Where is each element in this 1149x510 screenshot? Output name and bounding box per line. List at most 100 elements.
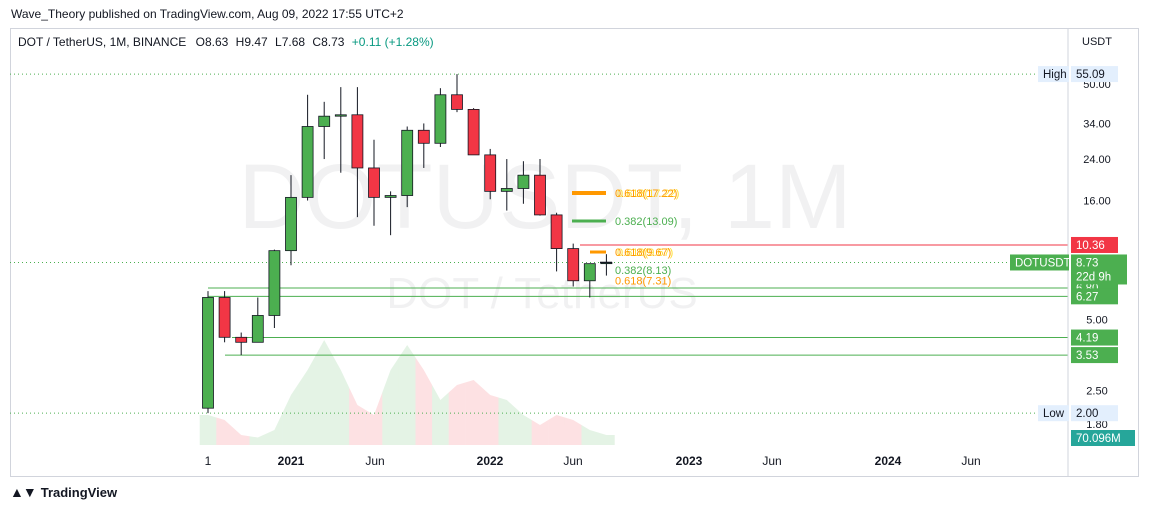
candle-body[interactable] <box>451 94 463 110</box>
fib-label: 0.618(7.31) <box>615 276 671 288</box>
volume-bar <box>598 432 615 445</box>
x-tick-label: Jun <box>762 454 781 468</box>
y-currency-label: USDT <box>1082 36 1112 48</box>
level-price-tag[interactable]: 2.00 <box>1071 405 1118 422</box>
candle-body[interactable] <box>434 94 447 144</box>
candle-body[interactable] <box>202 297 214 409</box>
volume-bar <box>548 415 565 445</box>
footer-brand-text: TradingView <box>40 484 118 500</box>
countdown-text: 22d 9h <box>1076 271 1111 283</box>
candle-body[interactable] <box>334 114 347 117</box>
volume-bar <box>232 427 250 445</box>
candle-body[interactable] <box>251 315 264 343</box>
candle-body[interactable] <box>401 129 414 196</box>
y-tick-label: 16.00 <box>1083 196 1111 208</box>
level-name-tag: Low <box>1038 405 1069 422</box>
level-price-tag[interactable]: 55.09 <box>1071 66 1118 83</box>
y-tick-label: 34.00 <box>1083 118 1111 130</box>
x-tick-label: Jun <box>365 454 384 468</box>
level-price-tag-text: 2.00 <box>1076 408 1098 420</box>
level-price-tag-bg <box>1071 329 1118 346</box>
volume-bar <box>531 420 549 445</box>
fib-text: 0.618(9.67) <box>615 247 671 259</box>
ohlc-change: +0.11 (+1.28%) <box>351 35 434 49</box>
level-price-tag-text: 10.36 <box>1076 240 1105 252</box>
candle-body[interactable] <box>301 126 314 198</box>
level-name-tag: High <box>1038 66 1069 83</box>
candle-body[interactable] <box>351 114 364 169</box>
x-tick-label: 2022 <box>477 454 504 468</box>
candle-body[interactable] <box>583 263 596 282</box>
candle-body[interactable] <box>534 174 546 216</box>
level-price-tag-bg <box>1071 347 1118 364</box>
candle-body[interactable] <box>268 250 281 316</box>
y-tick-label: 1.80 <box>1086 419 1107 431</box>
current-price-bg <box>1071 254 1127 285</box>
candle-body[interactable] <box>550 214 563 249</box>
level-name-bg <box>1038 405 1069 422</box>
level-price-tag-bg <box>1071 66 1118 83</box>
level-price-tag[interactable]: 6.27 <box>1071 288 1118 305</box>
level-price-tag-text: 3.53 <box>1076 350 1098 362</box>
publisher-line: Wave_Theory published on TradingView.com… <box>11 7 404 21</box>
candle-body[interactable] <box>384 195 397 198</box>
level-name-bg <box>1038 66 1069 83</box>
candle-body[interactable] <box>467 109 480 156</box>
level-price-tag[interactable]: 3.53 <box>1071 347 1118 364</box>
volume-bar <box>398 345 416 445</box>
x-tick-label: Jun <box>563 454 582 468</box>
volume-bar <box>199 415 217 445</box>
current-price-tag[interactable]: 8.73 22d 9h <box>1071 254 1127 285</box>
x-tick-label: 2024 <box>875 454 902 468</box>
level-price-tag-text: 4.19 <box>1076 333 1098 345</box>
symbol-tag-text: DOTUSDT <box>1015 257 1071 269</box>
volume-bar <box>498 397 516 445</box>
volume-tag-text: 70.096M <box>1076 433 1121 445</box>
fib-ghost-text: 0.618(17.22) <box>617 188 679 200</box>
candle-body[interactable] <box>218 297 231 338</box>
candle-body[interactable] <box>517 174 530 189</box>
candle-body[interactable] <box>368 167 380 198</box>
x-tick-label: 2023 <box>676 454 703 468</box>
volume-bar <box>564 417 582 445</box>
level-price-tag-bg <box>1071 236 1118 253</box>
candle-body[interactable] <box>285 196 297 252</box>
footer-brand[interactable]: ▲▼ TradingView <box>10 484 117 500</box>
x-tick-label: Jun <box>961 454 980 468</box>
level-name-text: High <box>1043 69 1067 81</box>
fib-text: 0.618(7.31) <box>615 276 671 288</box>
level-price-tag-bg <box>1071 405 1118 422</box>
level-price-tag-bg <box>1071 288 1118 305</box>
level-price-tag-text: 55.09 <box>1076 69 1105 81</box>
chart-frame <box>10 28 1139 477</box>
x-tick-label: 2021 <box>278 454 305 468</box>
candle-body[interactable] <box>318 115 331 127</box>
candle-body[interactable] <box>500 188 513 192</box>
watermark-name: DOT / TetherUS <box>386 269 697 318</box>
volume-bar <box>365 392 383 445</box>
fib-label: 0.382(8.13) <box>615 265 671 277</box>
ohlc-high: H9.47 <box>235 35 268 49</box>
candle-body[interactable] <box>484 154 497 192</box>
fib-label: 0.382(13.09) <box>615 216 677 228</box>
fib-text: 0.382(8.13) <box>615 265 671 277</box>
volume-bar <box>315 340 333 445</box>
volume-bar <box>332 355 350 445</box>
fib-label: 0.618(17.22)0.618(17.22) <box>615 188 679 200</box>
symbol-legend[interactable]: DOT / TetherUS, 1M, BINANCE O8.63 H9.47 … <box>18 35 434 49</box>
level-price-tag[interactable]: 10.36 <box>1071 236 1118 253</box>
fib-text: 0.618(17.22) <box>615 188 677 200</box>
level-price-tag[interactable]: 4.19 <box>1071 329 1118 346</box>
symbol-tag-bg <box>1010 254 1069 271</box>
candle-body[interactable] <box>235 336 248 343</box>
candle-body[interactable] <box>567 248 580 282</box>
tradingview-logo-icon: ▲▼ <box>10 484 37 500</box>
volume-bar <box>349 387 366 445</box>
fib-text: 0.382(13.09) <box>615 216 677 228</box>
volume-bar <box>432 385 449 445</box>
candle-body[interactable] <box>417 129 430 144</box>
volume-bar <box>515 407 532 445</box>
volume-bar <box>282 382 300 445</box>
symbol-tag: DOTUSDT <box>1010 254 1071 271</box>
